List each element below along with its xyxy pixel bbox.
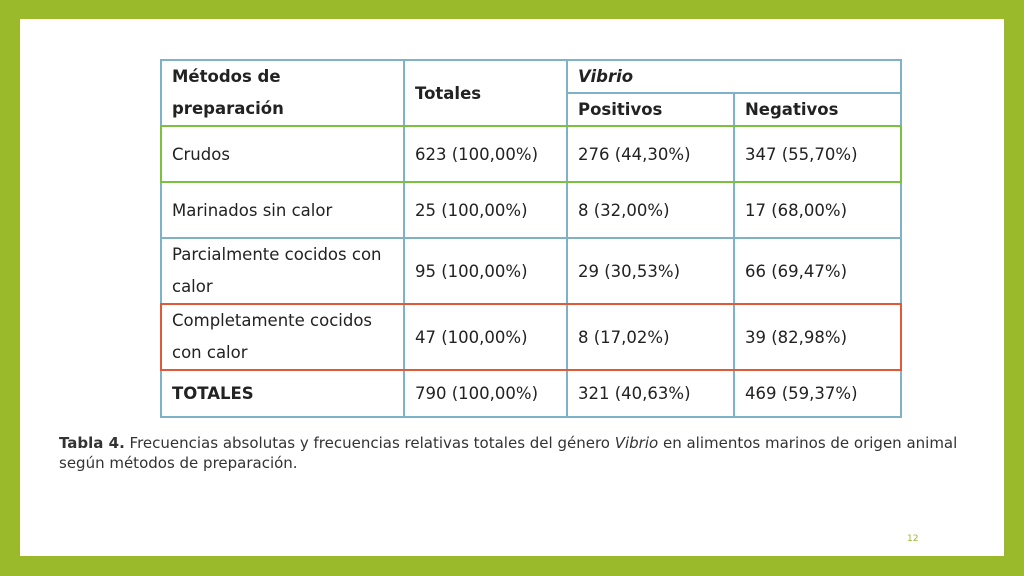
table-row: Crudos 623 (100,00%) 276 (44,30%) 347 (5…: [159, 125, 903, 183]
table-caption: Tabla 4. Frecuencias absolutas y frecuen…: [59, 433, 979, 473]
caption-text-before: Frecuencias absolutas y frecuencias rela…: [124, 434, 615, 452]
cell-positive: 8 (32,00%): [566, 181, 735, 239]
table-subheader-row: Positivos Negativos: [161, 92, 903, 127]
cell-negative: 347 (55,70%): [732, 125, 903, 183]
cell-total: 623 (100,00%): [403, 125, 568, 183]
cell-negative: 17 (68,00%): [732, 181, 903, 239]
caption-text-after: en alimentos marinos de origen animal se…: [59, 434, 958, 472]
cell-total: 47 (100,00%): [403, 303, 568, 371]
cell-positive: 321 (40,63%): [566, 369, 735, 418]
table-totals-row: TOTALES 790 (100,00%) 321 (40,63%) 469 (…: [160, 369, 903, 418]
header-vibrio: Vibrio: [565, 59, 903, 94]
page-number: 12: [907, 534, 919, 544]
cell-total: 25 (100,00%): [403, 181, 568, 239]
table-header-row: Métodos de preparación Totales Vibrio: [160, 59, 903, 127]
cell-negative: 66 (69,47%): [732, 237, 903, 305]
cell-method: Marinados sin calor: [160, 181, 405, 239]
cell-method: TOTALES: [160, 369, 405, 418]
cell-total: 95 (100,00%): [403, 237, 568, 305]
slide: Métodos de preparación Totales Vibrio Po…: [20, 19, 1004, 556]
cell-method: Parcialmente cocidos con calor: [160, 237, 405, 305]
cell-negative: 39 (82,98%): [732, 303, 903, 371]
cell-positive: 276 (44,30%): [566, 125, 735, 183]
header-methods: Métodos de preparación: [160, 59, 405, 127]
caption-italic: Vibrio: [614, 434, 659, 452]
table-row: Completamente cocidos con calor 47 (100,…: [159, 303, 903, 371]
cell-method: Completamente cocidos con calor: [160, 303, 405, 371]
data-table: Métodos de preparación Totales Vibrio Po…: [159, 59, 903, 418]
table-row: Parcialmente cocidos con calor 95 (100,0…: [160, 237, 903, 305]
cell-method: Crudos: [160, 125, 405, 183]
header-positives: Positivos: [566, 92, 735, 127]
header-negatives: Negativos: [732, 92, 903, 127]
cell-negative: 469 (59,37%): [732, 369, 903, 418]
caption-label: Tabla 4.: [59, 434, 125, 452]
table-row: Marinados sin calor 25 (100,00%) 8 (32,0…: [160, 181, 903, 239]
header-totals: Totales: [403, 59, 568, 127]
cell-positive: 29 (30,53%): [566, 237, 735, 305]
cell-positive: 8 (17,02%): [566, 303, 735, 371]
cell-total: 790 (100,00%): [403, 369, 568, 418]
